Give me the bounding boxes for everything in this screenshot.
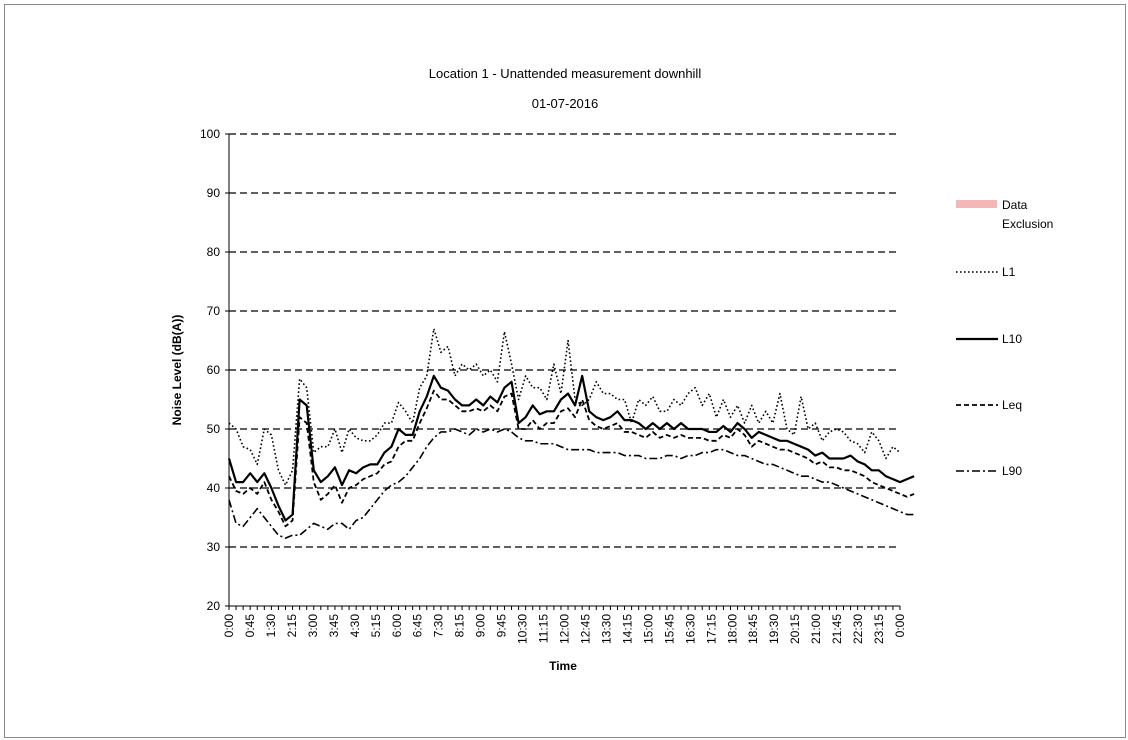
y-tick-label: 50 xyxy=(207,422,221,436)
x-tick-label: 18:45 xyxy=(746,614,760,644)
x-tick-label: 7:30 xyxy=(432,614,446,638)
x-tick-label: 13:30 xyxy=(599,614,613,644)
x-tick-label: 21:45 xyxy=(830,614,844,644)
y-tick-label: 40 xyxy=(207,481,221,495)
x-tick-label: 18:00 xyxy=(725,614,739,644)
legend: Data Exclusion L1 L10 Leq L90 xyxy=(956,198,1053,478)
y-axis-title: Noise Level (dB(A)) xyxy=(170,315,184,426)
y-tick-label: 70 xyxy=(207,304,221,318)
series-line-l90 xyxy=(228,428,915,539)
series-layer xyxy=(227,327,915,539)
chart-title: Location 1 - Unattended measurement down… xyxy=(429,66,702,81)
legend-swatch-data-exclusion xyxy=(956,200,997,208)
series-line-leq xyxy=(228,389,915,528)
x-tick-label: 12:45 xyxy=(578,614,592,644)
x-tick-label: 17:15 xyxy=(704,614,718,644)
x-tick-label: 20:15 xyxy=(788,614,802,644)
x-tick-label: 8:15 xyxy=(453,614,467,638)
x-axis-title: Time xyxy=(549,659,577,673)
x-tick-label: 0:45 xyxy=(243,614,257,638)
x-tick-label: 5:15 xyxy=(369,614,383,638)
x-tick-label: 6:00 xyxy=(390,614,404,638)
x-tick-label: 11:15 xyxy=(537,614,551,643)
chart-frame xyxy=(4,4,1126,738)
x-tick-label: 10:30 xyxy=(516,614,530,644)
y-tick-label: 90 xyxy=(207,186,221,200)
x-tick-label: 3:00 xyxy=(306,614,320,638)
x-tick-label: 16:30 xyxy=(683,614,697,644)
series-line-l1 xyxy=(228,327,901,486)
y-tick-label: 30 xyxy=(207,540,221,554)
x-tick-label: 21:00 xyxy=(809,614,823,644)
chart-subtitle: 01-07-2016 xyxy=(532,96,599,111)
y-tick-label: 100 xyxy=(200,127,220,141)
x-tick-label: 15:45 xyxy=(662,614,676,644)
x-tick-label: 2:15 xyxy=(285,614,299,638)
x-tick-label: 23:15 xyxy=(872,614,886,644)
x-tick-label: 1:30 xyxy=(264,614,278,638)
legend-label-l1: L1 xyxy=(1002,265,1016,279)
legend-label-exclusion: Data xyxy=(1002,198,1028,212)
legend-label-l10: L10 xyxy=(1002,332,1022,346)
legend-label-exclusion: Exclusion xyxy=(1002,217,1053,231)
x-tick-label: 4:30 xyxy=(348,614,362,638)
x-tick-label: 22:30 xyxy=(851,614,865,644)
x-tick-label: 0:00 xyxy=(222,614,236,638)
x-tick-label: 9:00 xyxy=(474,614,488,638)
x-tick-label: 9:45 xyxy=(495,614,509,638)
y-tick-label: 80 xyxy=(207,245,221,259)
grid-layer xyxy=(229,133,900,548)
legend-label-leq: Leq xyxy=(1002,398,1022,412)
x-tick-label: 0:00 xyxy=(893,614,907,638)
y-tick-label: 60 xyxy=(207,363,221,377)
x-tick-label: 19:30 xyxy=(767,614,781,644)
axis-layer xyxy=(225,133,901,610)
legend-label-l90: L90 xyxy=(1002,464,1022,478)
x-tick-label: 6:45 xyxy=(411,614,425,638)
y-tick-label: 20 xyxy=(207,599,221,613)
x-tick-labels: 0:00 0:45 1:30 2:15 3:00 3:45 4:30 5:15 6:00 6:45… xyxy=(222,614,907,644)
series-line-l10 xyxy=(227,374,915,522)
x-tick-label: 14:15 xyxy=(620,614,634,644)
x-tick-label: 3:45 xyxy=(327,614,341,638)
x-tick-label: 12:00 xyxy=(558,614,572,644)
x-tick-label: 15:00 xyxy=(641,614,655,644)
y-tick-labels: 20 30 40 50 60 70 80 90 100 xyxy=(200,127,220,613)
